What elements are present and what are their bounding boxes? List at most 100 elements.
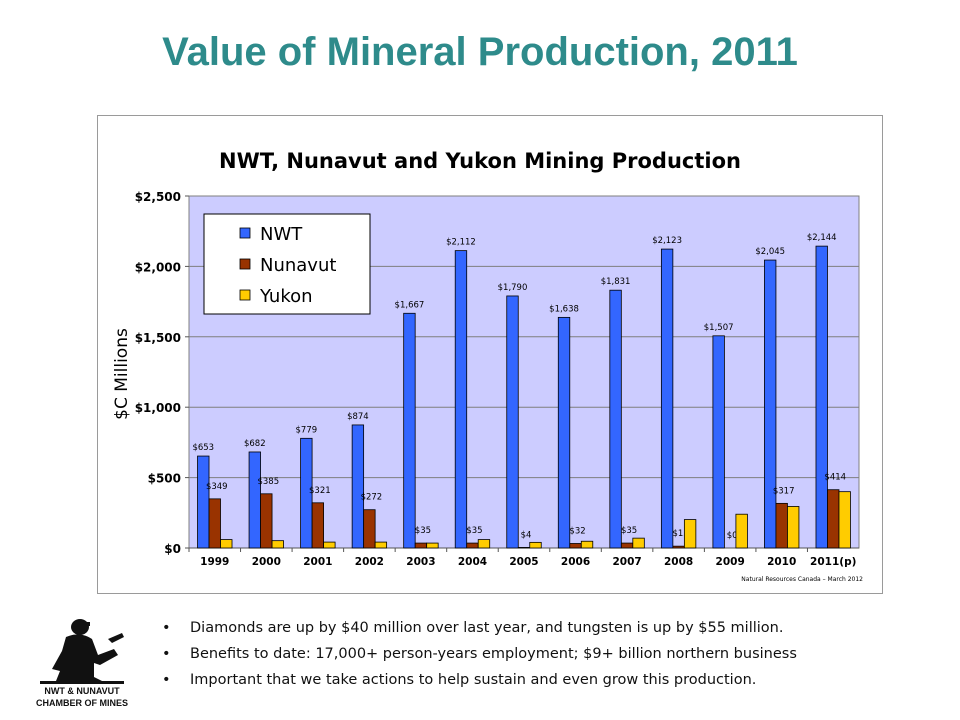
bar-yukon: [632, 537, 645, 549]
data-label: $2,045: [755, 247, 785, 257]
x-tick-label: 2006: [561, 556, 590, 568]
y-tick-label: $500: [148, 472, 181, 486]
y-tick-label: $2,500: [135, 190, 181, 204]
data-label: $4: [521, 530, 532, 540]
bullet-text: Benefits to date: 17,000+ person-years e…: [190, 646, 797, 662]
bar-yukon: [426, 542, 439, 549]
data-label: $1,831: [601, 277, 631, 287]
bar-nunavut: [466, 542, 479, 549]
y-tick-label: $1,000: [135, 401, 181, 415]
data-label: $414: [824, 473, 846, 483]
bullet-item: • Diamonds are up by $40 million over las…: [162, 615, 922, 641]
bar-nunavut: [260, 493, 273, 549]
bullet-item: • Important that we take actions to help …: [162, 667, 922, 693]
data-label: $1,790: [498, 283, 528, 293]
bar-nwt: [609, 289, 622, 549]
x-tick-label: 2002: [355, 556, 384, 568]
bar-nunavut: [827, 489, 840, 549]
x-tick-label: 2011(p): [810, 556, 856, 568]
data-label: $1,638: [549, 304, 579, 314]
data-label: $35: [466, 526, 482, 536]
bar-nwt: [764, 259, 777, 549]
bar-nwt: [197, 455, 210, 549]
bar-yukon: [374, 541, 388, 549]
bullet-item: • Benefits to date: 17,000+ person-years …: [162, 641, 922, 667]
data-label: $2,123: [652, 236, 682, 246]
bar-yukon: [787, 506, 800, 549]
bar-nunavut: [208, 498, 221, 549]
bar-nunavut: [517, 547, 531, 549]
bar-nwt: [403, 312, 416, 549]
bar-yukon: [735, 513, 748, 549]
x-tick-label: 2007: [612, 556, 641, 568]
bar-nwt: [454, 250, 468, 549]
y-tick-label: $2,000: [135, 260, 181, 274]
bar-nunavut: [414, 542, 428, 549]
bullet-icon: •: [162, 620, 171, 636]
bar-yukon: [683, 519, 697, 549]
data-label: $385: [257, 477, 279, 487]
bar-nunavut: [311, 502, 324, 549]
data-label: $653: [192, 443, 214, 453]
x-tick-label: 2003: [406, 556, 435, 568]
data-label: $13: [672, 529, 688, 539]
data-label: $1,667: [395, 300, 425, 310]
bar-yukon: [477, 539, 491, 549]
data-label: $35: [621, 526, 637, 536]
data-label: $321: [309, 486, 331, 496]
bullet-icon: •: [162, 646, 171, 662]
x-tick-label: 2005: [509, 556, 538, 568]
x-tick-label: 1999: [200, 556, 229, 568]
bar-nwt: [300, 437, 313, 549]
legend-box: [203, 213, 371, 315]
x-tick-label: 2010: [767, 556, 796, 568]
data-label: $1,507: [704, 323, 734, 333]
bullet-icon: •: [162, 672, 171, 688]
bar-nwt: [557, 316, 571, 549]
bar-yukon: [838, 491, 851, 549]
bar-nwt: [506, 295, 519, 549]
legend-swatch-nunavut: [239, 258, 251, 270]
legend-label: Yukon: [259, 286, 313, 307]
slide-title: Value of Mineral Production, 2011: [162, 30, 798, 74]
bar-nwt: [248, 451, 261, 549]
bar-nunavut: [569, 543, 582, 549]
logo-line1: NWT & NUNAVUT: [44, 686, 120, 696]
x-tick-label: 2009: [716, 556, 745, 568]
data-label: $2,144: [807, 233, 837, 243]
y-axis-label: $C Millions: [112, 328, 132, 420]
chart-container: NWT, Nunavut and Yukon Mining Production…: [97, 115, 883, 594]
x-tick-label: 2004: [458, 556, 487, 568]
bullet-text: Diamonds are up by $40 million over last…: [190, 620, 784, 636]
bullet-list: • Diamonds are up by $40 million over las…: [162, 615, 922, 693]
y-tick-label: $0: [164, 542, 181, 556]
y-tick-label: $1,500: [135, 331, 181, 345]
bullet-text: Important that we take actions to help s…: [190, 672, 757, 688]
data-label: $2,112: [446, 238, 476, 248]
logo-line2: CHAMBER OF MINES: [36, 698, 128, 708]
bar-nwt: [660, 248, 674, 549]
bar-yukon: [323, 541, 336, 549]
data-label: $779: [296, 425, 318, 435]
bar-nunavut: [620, 542, 634, 549]
x-tick-label: 2000: [252, 556, 281, 568]
data-label: $35: [415, 526, 431, 536]
legend-label: Nunavut: [260, 255, 336, 276]
data-label: $349: [206, 482, 228, 492]
bar-nwt: [351, 424, 365, 549]
chamber-of-mines-logo: NWT & NUNAVUT CHAMBER OF MINES: [36, 619, 128, 708]
bar-nunavut: [363, 509, 376, 549]
legend-swatch-nwt: [239, 227, 251, 239]
data-label: $32: [569, 526, 585, 536]
legend-label: NWT: [260, 224, 303, 245]
bar-yukon: [220, 539, 233, 549]
legend-swatch-yukon: [239, 289, 251, 301]
bar-chart: NWT, Nunavut and Yukon Mining Production…: [112, 149, 863, 583]
source-note: Natural Resources Canada – March 2012: [741, 576, 863, 583]
chart-title: NWT, Nunavut and Yukon Mining Production: [219, 149, 741, 173]
bar-yukon: [580, 540, 594, 549]
bar-nunavut: [672, 545, 685, 549]
bar-nunavut: [775, 502, 788, 549]
data-label: $272: [361, 493, 383, 503]
data-label: $874: [347, 412, 369, 422]
